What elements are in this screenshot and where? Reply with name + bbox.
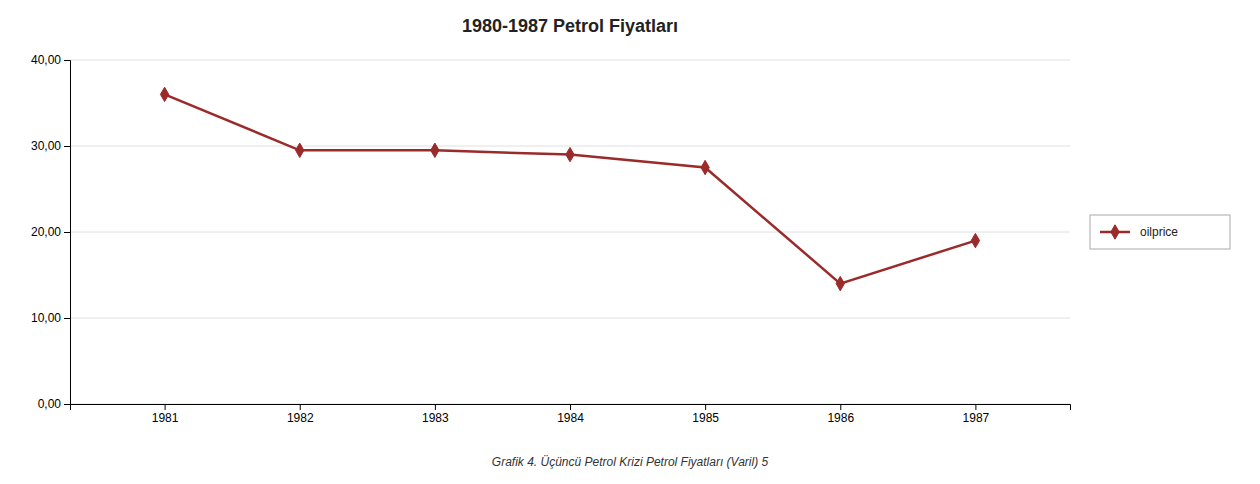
x-tick-mark xyxy=(840,404,841,410)
y-tick-mark xyxy=(64,318,70,319)
y-tick: 30,00 xyxy=(31,139,70,153)
x-tick-label: 1985 xyxy=(692,411,719,425)
plot-area: 1981 1982 1983 1984 1985 1986 1987 0,00 10,00 20,… xyxy=(31,53,1071,424)
y-tick: 10,00 xyxy=(31,311,70,325)
x-axis-line xyxy=(71,405,1071,411)
x-tick: 1985 xyxy=(692,404,719,425)
marker xyxy=(566,147,574,161)
grid-line xyxy=(70,232,1070,233)
x-tick-mark xyxy=(165,404,166,410)
y-tick-label: 10,00 xyxy=(31,311,61,325)
title: 1980-1987 Petrol Fiyatları xyxy=(462,16,678,36)
x-tick-mark xyxy=(300,404,301,410)
x-tick-label: 1986 xyxy=(827,411,854,425)
y-tick-label: 0,00 xyxy=(38,397,62,411)
x-tick-mark xyxy=(975,404,976,410)
marker xyxy=(160,87,168,101)
marker xyxy=(836,276,844,290)
legend-marker xyxy=(1111,225,1119,239)
x-tick: 1987 xyxy=(963,404,990,425)
legend-frame xyxy=(1090,215,1230,249)
x-tick-mark xyxy=(705,404,706,410)
grid-line xyxy=(70,318,1070,319)
caption: Grafik 4. Üçüncü Petrol Krizi Petrol Fiy… xyxy=(492,455,769,469)
x-tick-label: 1982 xyxy=(287,411,314,425)
x-tick-label: 1987 xyxy=(963,411,990,425)
y-tick-label: 40,00 xyxy=(31,53,61,67)
x-tick: 1982 xyxy=(287,404,314,425)
y-tick-label: 30,00 xyxy=(31,139,61,153)
grid-line xyxy=(70,60,1070,61)
x-tick: 1983 xyxy=(422,404,449,425)
x-tick-mark xyxy=(570,404,571,410)
y-tick-mark xyxy=(64,404,70,405)
line xyxy=(165,94,976,283)
x-tick: 1986 xyxy=(827,404,854,425)
y-axis-line xyxy=(64,61,71,405)
x-tick-mark xyxy=(435,404,436,410)
legend: oilprice xyxy=(1090,215,1230,249)
y-tick-mark xyxy=(64,146,70,147)
marks xyxy=(160,87,979,291)
x-tick-label: 1984 xyxy=(557,411,584,425)
legend-label: oilprice xyxy=(1140,225,1178,239)
y-tick: 0,00 xyxy=(38,397,70,411)
chart: 1981 1982 1983 1984 1985 1986 1987 0,00 10,00 20,… xyxy=(0,0,1260,484)
x-tick: 1981 xyxy=(152,404,179,425)
grid-line xyxy=(70,146,1070,147)
x-tick: 1984 xyxy=(557,404,584,425)
y-tick-label: 20,00 xyxy=(31,225,61,239)
y-tick: 20,00 xyxy=(31,225,70,239)
grid xyxy=(70,60,1070,404)
marker xyxy=(971,233,979,247)
y-tick-mark xyxy=(64,60,70,61)
marker xyxy=(701,160,709,174)
marker xyxy=(296,143,304,157)
x-tick-label: 1983 xyxy=(422,411,449,425)
x-tick-label: 1981 xyxy=(152,411,179,425)
marker xyxy=(431,143,439,157)
y-axis: 0,00 10,00 20,00 30,00 40,00 xyxy=(31,53,71,411)
x-axis: 1981 1982 1983 1984 1985 1986 1987 xyxy=(71,404,1071,425)
y-tick: 40,00 xyxy=(31,53,70,67)
y-tick-mark xyxy=(64,232,70,233)
